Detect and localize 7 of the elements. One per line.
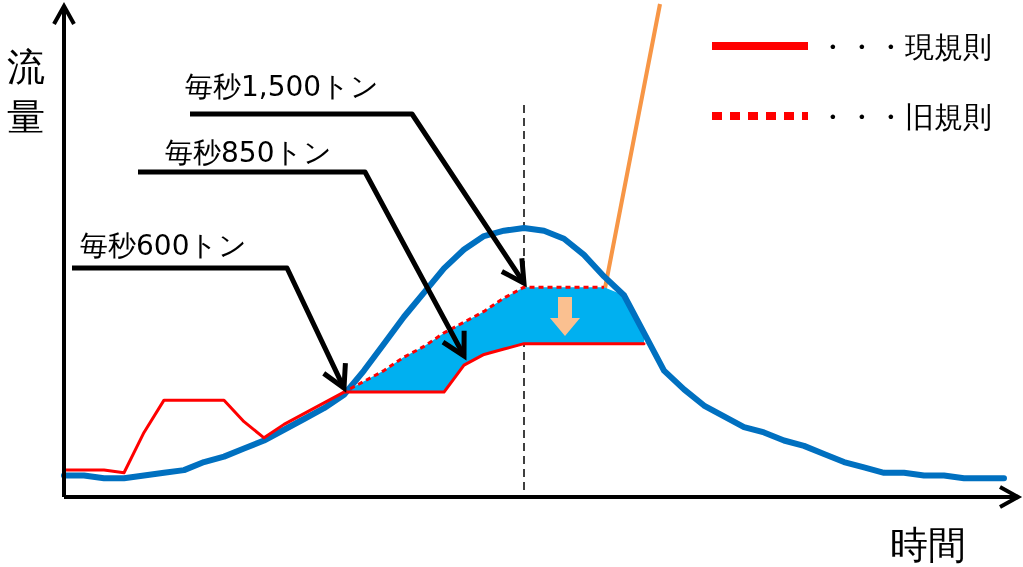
- text: 毎秒850トン: [165, 136, 333, 169]
- y-axis-title: 流量: [7, 45, 45, 139]
- legend-label: ・・・旧規則: [818, 100, 992, 134]
- legend-label: ・・・現規則: [818, 30, 992, 64]
- x-axis-title: 時間: [890, 523, 966, 567]
- text: 毎秒1,500トン: [185, 70, 380, 103]
- annotation: 毎秒600トン: [80, 229, 248, 262]
